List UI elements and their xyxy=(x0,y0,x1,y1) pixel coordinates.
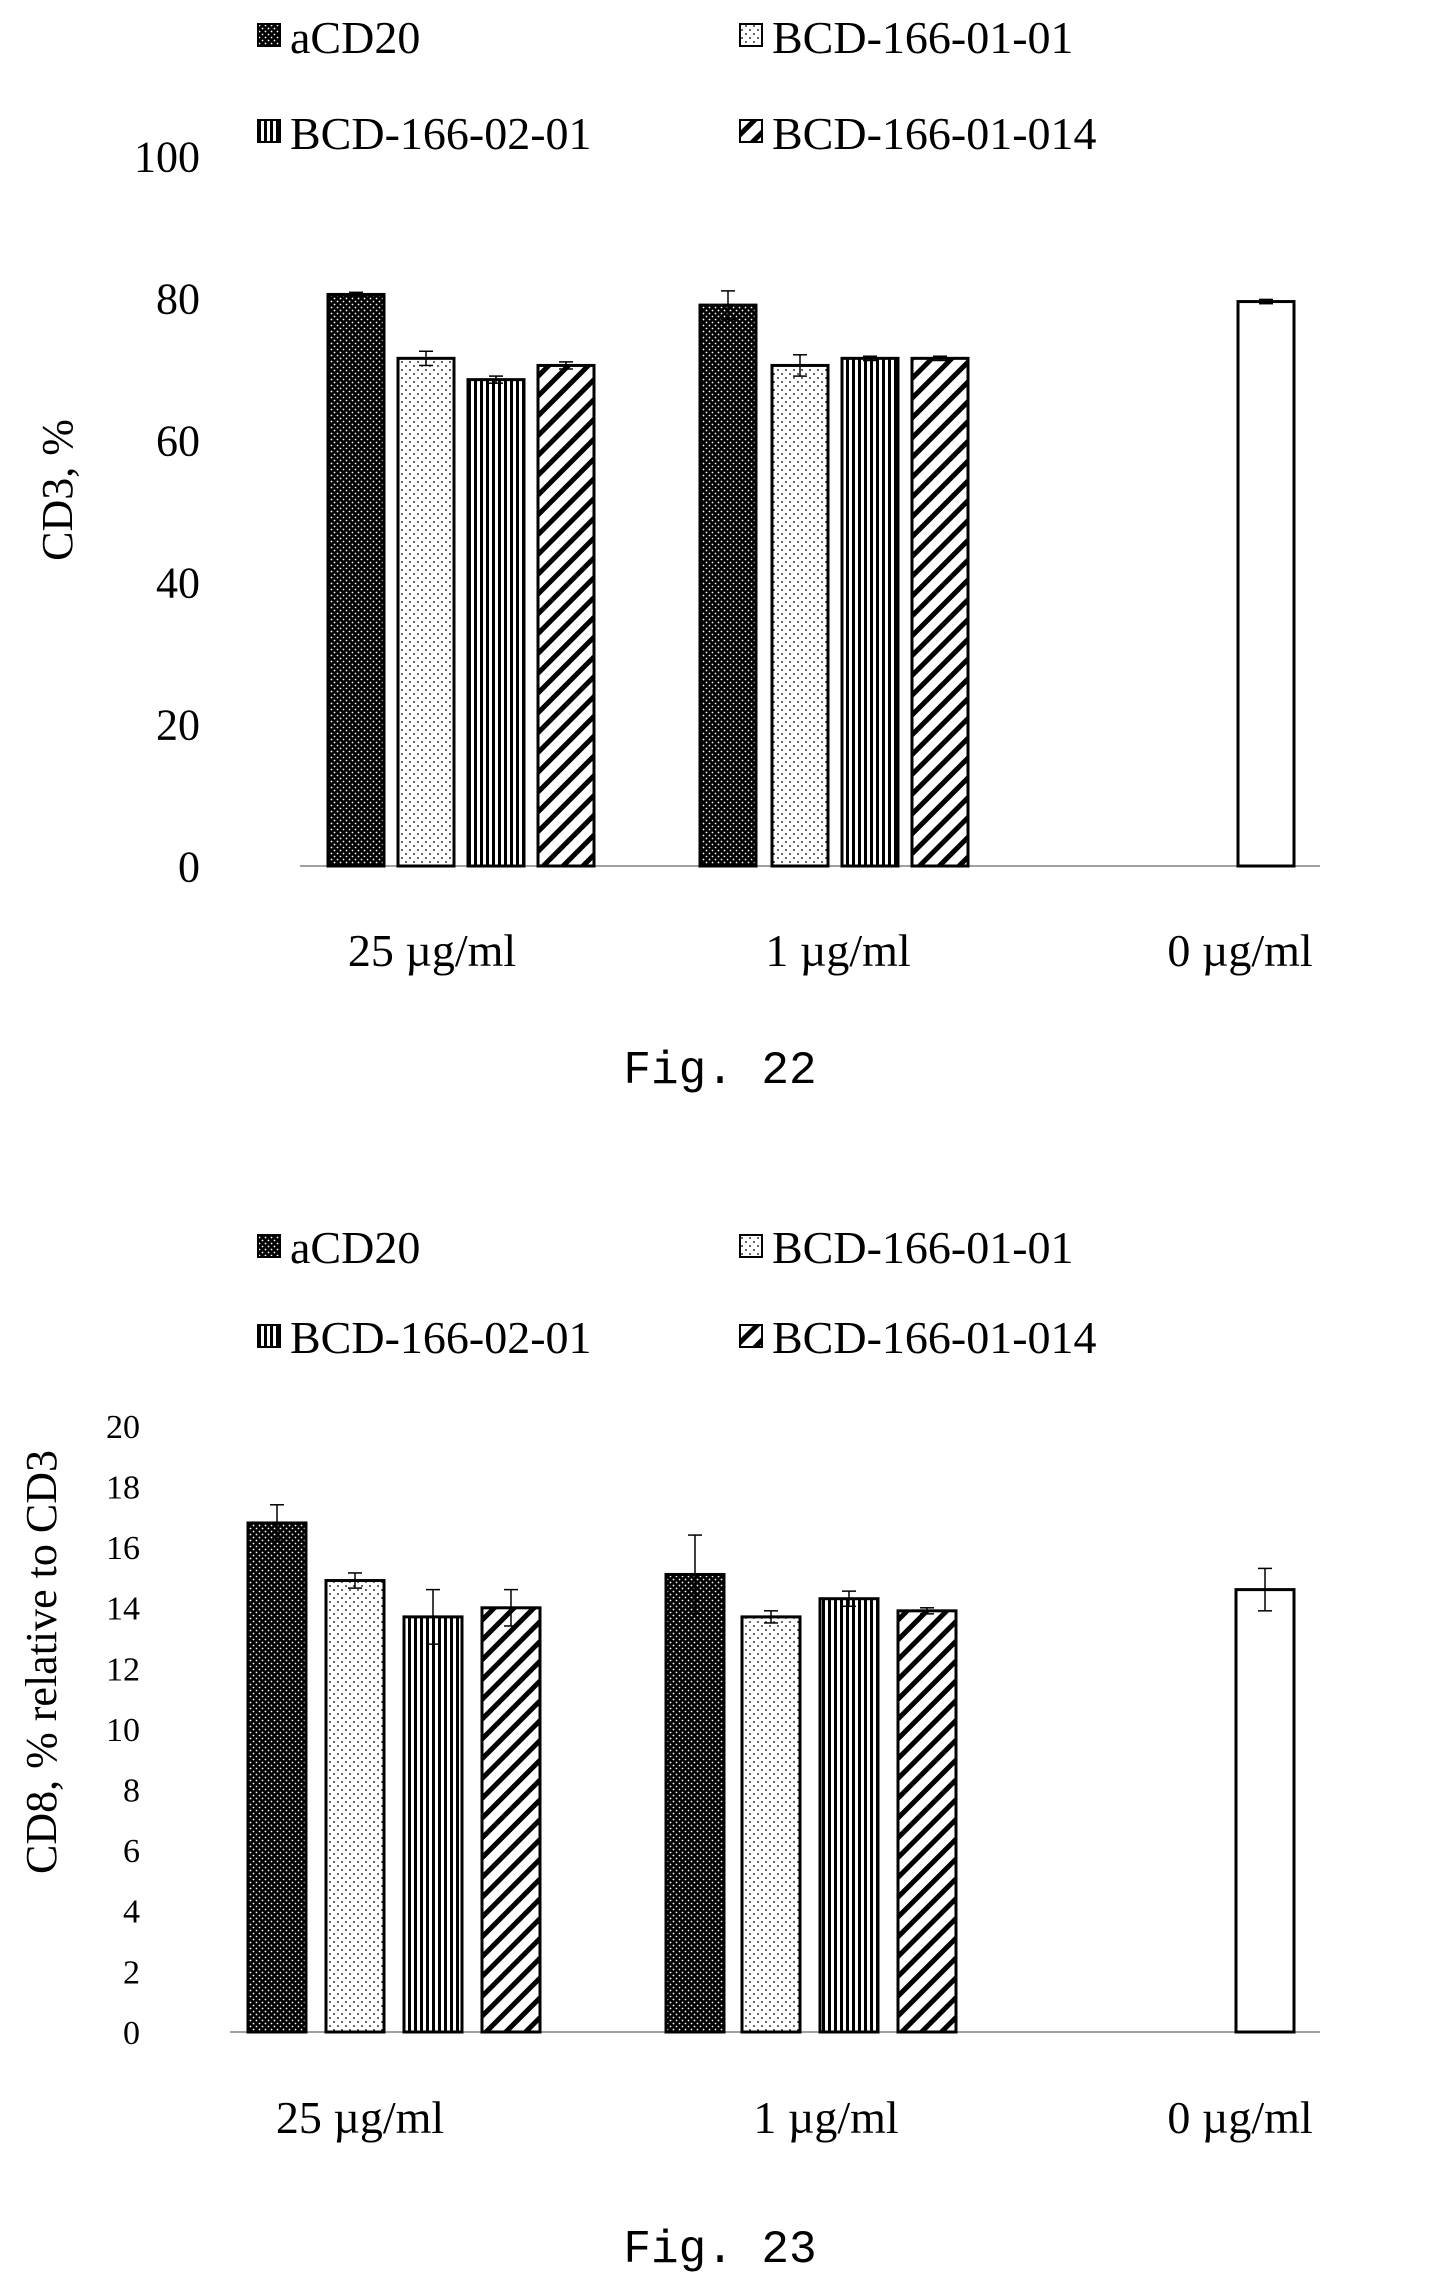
x-category-label: 0 µg/ml xyxy=(1167,2092,1312,2143)
y-tick-label: 2 xyxy=(123,1954,140,1991)
y-tick-label: 40 xyxy=(156,558,200,607)
bar xyxy=(698,303,758,868)
bar xyxy=(910,356,970,868)
bar xyxy=(664,1572,726,2034)
y-tick-label: 8 xyxy=(123,1773,140,1810)
bar xyxy=(770,363,830,868)
legend-swatch-bcd-166-02-01 xyxy=(257,1324,281,1348)
y-axis-ticks: 0 20 40 60 80 100 xyxy=(134,132,200,891)
legend-label: BCD-166-01-014 xyxy=(772,108,1097,159)
legend-fig-23: aCD20 BCD-166-01-01 BCD-166-02-01 BCD-16… xyxy=(257,1222,1097,1363)
x-category-label: 1 µg/ml xyxy=(753,2092,898,2143)
legend-label: BCD-166-02-01 xyxy=(290,1312,592,1363)
y-axis-label: CD8, % relative to CD3 xyxy=(17,1450,66,1874)
y-tick-label: 12 xyxy=(106,1651,140,1688)
y-tick-label: 0 xyxy=(178,842,200,891)
x-axis-categories: 25 µg/ml 1 µg/ml 0 µg/ml xyxy=(348,925,1313,976)
y-axis-ticks: 0 2 4 6 8 10 12 14 16 18 20 xyxy=(106,1409,140,2052)
bar xyxy=(536,363,596,868)
bar xyxy=(326,292,386,868)
legend-label: BCD-166-01-01 xyxy=(772,1222,1074,1273)
chart-fig-22: aCD20 BCD-166-01-01 BCD-166-02-01 BCD-16… xyxy=(33,12,1320,1097)
y-tick-label: 80 xyxy=(156,274,200,323)
y-tick-label: 0 xyxy=(123,2015,140,2052)
x-category-label: 0 µg/ml xyxy=(1167,925,1312,976)
bar xyxy=(740,1615,802,2034)
bar xyxy=(396,356,456,868)
legend-swatch-bcd-166-01-014 xyxy=(739,119,763,143)
y-axis-label: CD3, % xyxy=(33,419,82,561)
y-tick-label: 20 xyxy=(106,1409,140,1446)
y-tick-label: 100 xyxy=(134,132,200,181)
bar xyxy=(896,1609,958,2034)
legend-swatch-aCD20 xyxy=(257,1234,281,1258)
figure-caption: Fig. 22 xyxy=(623,1045,816,1097)
legend-label: BCD-166-01-014 xyxy=(772,1312,1097,1363)
legend-label: aCD20 xyxy=(290,12,420,63)
legend-label: aCD20 xyxy=(290,1222,420,1273)
x-axis-categories: 25 µg/ml 1 µg/ml 0 µg/ml xyxy=(276,2092,1313,2143)
bar xyxy=(402,1615,464,2034)
figure-caption: Fig. 23 xyxy=(623,2224,816,2276)
legend-swatch-aCD20 xyxy=(257,23,281,47)
bar xyxy=(324,1579,386,2034)
y-tick-label: 14 xyxy=(106,1591,140,1628)
y-tick-label: 18 xyxy=(106,1470,140,1507)
x-category-label: 25 µg/ml xyxy=(276,2092,444,2143)
y-tick-label: 6 xyxy=(123,1833,140,1870)
bar xyxy=(1234,1588,1296,2034)
bars xyxy=(246,1504,1296,2034)
legend-label: BCD-166-02-01 xyxy=(290,108,592,159)
y-tick-label: 10 xyxy=(106,1712,140,1749)
x-category-label: 1 µg/ml xyxy=(765,925,910,976)
y-tick-label: 4 xyxy=(123,1894,140,1931)
bar xyxy=(1236,300,1296,868)
legend-fig-22: aCD20 BCD-166-01-01 BCD-166-02-01 BCD-16… xyxy=(257,12,1097,159)
x-category-label: 25 µg/ml xyxy=(348,925,516,976)
legend-swatch-bcd-166-01-01 xyxy=(739,23,763,47)
y-tick-label: 60 xyxy=(156,416,200,465)
legend-swatch-bcd-166-01-014 xyxy=(739,1324,763,1348)
bar xyxy=(840,356,900,868)
y-tick-label: 16 xyxy=(106,1530,140,1567)
legend-swatch-bcd-166-01-01 xyxy=(739,1234,763,1258)
bar xyxy=(246,1521,308,2034)
y-tick-label: 20 xyxy=(156,700,200,749)
legend-swatch-bcd-166-02-01 xyxy=(257,119,281,143)
bar xyxy=(466,378,526,868)
bar xyxy=(818,1597,880,2034)
bar xyxy=(480,1606,542,2034)
bars xyxy=(326,290,1296,868)
legend-label: BCD-166-01-01 xyxy=(772,12,1074,63)
chart-fig-23: aCD20 BCD-166-01-01 BCD-166-02-01 BCD-16… xyxy=(17,1222,1320,2276)
